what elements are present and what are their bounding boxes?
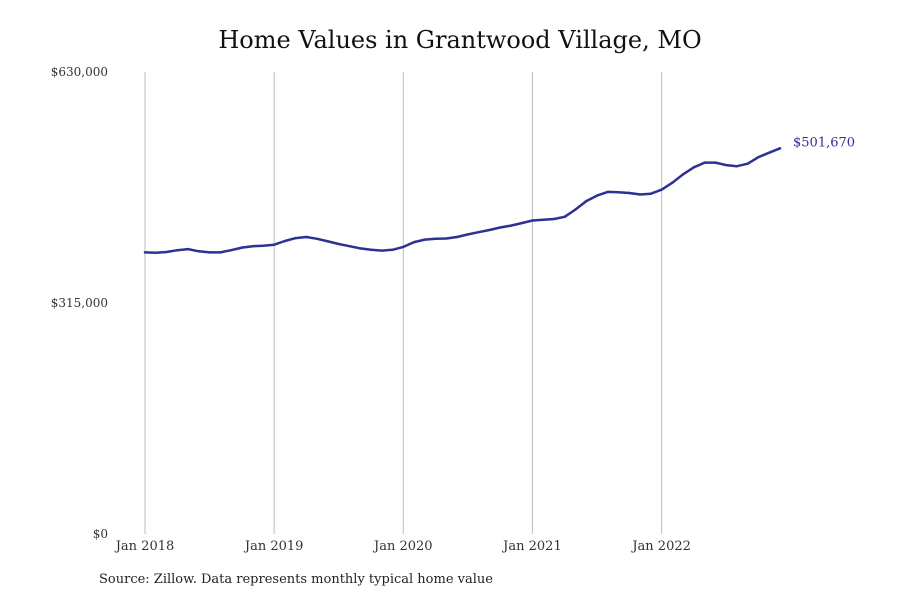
data-point (176, 249, 179, 252)
data-point (262, 244, 265, 247)
data-point (542, 218, 545, 221)
data-point (778, 147, 782, 150)
data-point (520, 221, 523, 225)
data-point (165, 250, 168, 254)
data-point (369, 248, 373, 252)
source-note: Source: Zillow. Data represents monthly … (99, 572, 493, 587)
y-tick-label: $315,000 (51, 296, 108, 310)
data-point (509, 224, 513, 227)
data-point (197, 250, 201, 253)
data-point (757, 155, 760, 159)
data-point (445, 237, 448, 240)
data-point (724, 163, 728, 167)
data-point (660, 188, 663, 191)
data-point (746, 162, 749, 165)
data-point (154, 251, 157, 254)
data-point (681, 173, 685, 176)
data-point (186, 247, 190, 251)
data-point (240, 246, 244, 249)
x-tick-label: Jan 2020 (372, 539, 433, 554)
data-point (359, 247, 362, 250)
data-point (348, 244, 351, 248)
data-point (671, 181, 674, 184)
x-tick-label: Jan 2018 (114, 539, 175, 554)
data-point (305, 235, 308, 239)
data-point (595, 194, 599, 197)
data-point (272, 243, 276, 246)
data-point (283, 239, 287, 243)
gridlines (144, 72, 663, 534)
y-tick-label: $630,000 (51, 65, 108, 79)
data-point (434, 237, 437, 241)
chart-title: Home Values in Grantwood Village, MO (218, 26, 702, 54)
data-point (326, 240, 330, 243)
y-axis-ticks: $0 $315,000 $630,000 (51, 65, 108, 541)
data-point (531, 219, 534, 222)
data-point (574, 208, 577, 211)
data-point (498, 226, 502, 229)
end-value-label: $501,670 (793, 135, 855, 150)
data-point (606, 190, 609, 194)
data-point (692, 166, 696, 169)
data-point (703, 161, 706, 164)
data-point (477, 231, 480, 234)
data-point (208, 251, 211, 254)
data-point (337, 242, 340, 246)
data-point (638, 193, 642, 196)
data-point (380, 249, 383, 252)
data-point (628, 191, 631, 195)
data-point (251, 244, 254, 248)
data-point (649, 192, 653, 195)
y-tick-label: $0 (93, 527, 108, 541)
data-point (412, 240, 416, 244)
x-axis-ticks: Jan 2018 Jan 2019 Jan 2020 Jan 2021 Jan 2022 (114, 539, 691, 554)
data-point (552, 217, 556, 221)
series-line (143, 147, 782, 255)
data-point (455, 235, 459, 239)
data-point (563, 215, 566, 219)
data-point (423, 238, 427, 241)
data-point (768, 151, 771, 154)
x-tick-label: Jan 2019 (243, 539, 304, 554)
data-point (219, 251, 222, 254)
x-tick-label: Jan 2022 (630, 539, 691, 554)
data-point (316, 237, 319, 241)
data-point (391, 248, 394, 252)
data-point (714, 161, 717, 164)
x-tick-label: Jan 2021 (501, 539, 562, 554)
data-point (488, 228, 491, 232)
data-point (735, 165, 739, 168)
data-point (294, 236, 297, 240)
data-point (143, 251, 147, 254)
data-point (466, 233, 470, 236)
data-point (585, 199, 588, 203)
data-point (402, 245, 405, 249)
data-point (229, 249, 233, 252)
data-point (617, 191, 620, 194)
series-layer: $501,670 (143, 135, 855, 255)
